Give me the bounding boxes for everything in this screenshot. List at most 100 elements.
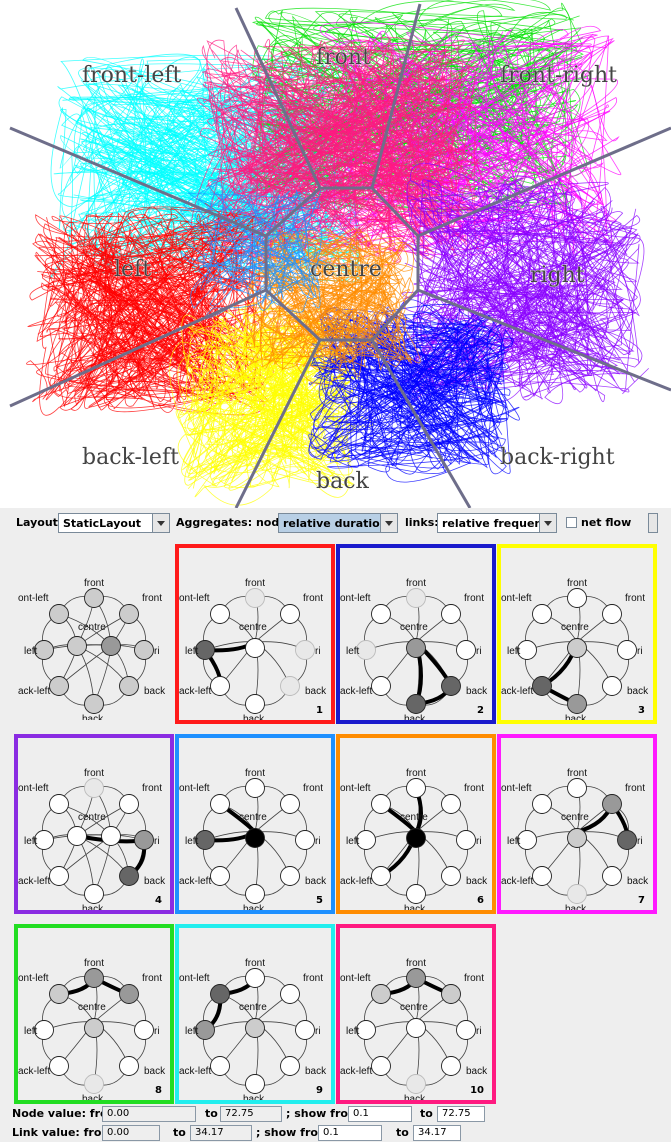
graph-label-back-left: ack-left [340, 1066, 372, 1077]
trajectory-path [308, 314, 508, 460]
link-value-to-field: 34.17 [190, 1125, 252, 1141]
graph-label-back-left: ack-left [18, 1066, 50, 1077]
cluster-panel[interactable]: front ont-left front left ri centre ack-left ba… [14, 544, 174, 724]
graph-node [532, 676, 552, 696]
graph-label-back-right: back [144, 876, 166, 887]
nodes-aggregate-dropdown[interactable]: relative duration [278, 513, 398, 533]
sector-label-right: right [530, 263, 585, 288]
trajectory-path [186, 325, 357, 422]
trajectory-path [62, 225, 231, 401]
trajectory-path [188, 190, 319, 299]
links-aggregate-dropdown[interactable]: relative frequency [437, 513, 557, 533]
chevron-down-icon[interactable] [152, 514, 169, 532]
graph-label-front: front [245, 768, 265, 779]
graph-label-front-right: front [464, 593, 484, 604]
graph-label-back: back [404, 1094, 426, 1100]
chevron-down-icon[interactable] [380, 514, 397, 532]
graph-label-back: back [243, 714, 265, 720]
graph-label-front-right: front [142, 973, 162, 984]
trajectory-path [210, 50, 481, 260]
cluster-panel[interactable]: front ont-left front left ri centre ack-left ba… [175, 734, 335, 914]
graph-node [134, 1020, 154, 1040]
node-value-to-field: 72.75 [220, 1106, 282, 1122]
net-flow-checkbox[interactable] [566, 517, 577, 528]
graph-node [532, 604, 552, 624]
graph-label-left: left [507, 646, 521, 657]
graph-node-centre [67, 826, 87, 846]
cluster-panel[interactable]: front ont-left front left ri centre ack-left ba… [497, 734, 657, 914]
graph-node [295, 830, 315, 850]
cluster-panel[interactable]: front ont-left front left ri centre ack-left ba… [14, 734, 174, 914]
cluster-panel[interactable]: front ont-left front left ri centre ack-left ba… [336, 544, 496, 724]
graph-label-back-left: ack-left [18, 876, 50, 887]
graph-node [441, 984, 461, 1004]
panel-number: 5 [316, 895, 323, 906]
panel-number: 10 [470, 1085, 484, 1096]
graph-label-centre: centre [78, 812, 106, 823]
graph-label-left: left [185, 836, 199, 847]
trajectory-path [261, 39, 551, 197]
graph-node [602, 794, 622, 814]
graph-label-front-left: ont-left [18, 973, 49, 984]
graph-node [617, 830, 637, 850]
link-show-to-input[interactable]: 34.17 [413, 1125, 461, 1141]
graph-label-front-left: ont-left [340, 973, 371, 984]
transition-graph: front ont-left front left ri centre ack-left ba… [18, 578, 166, 720]
cluster-panel[interactable]: front ont-left front left ri centre ack-left ba… [175, 924, 335, 1104]
graph-node-centre [567, 638, 587, 658]
layout-dropdown[interactable]: StaticLayout [58, 513, 170, 533]
trajectory-path [251, 230, 405, 362]
graph-node [134, 640, 154, 660]
net-flow-label: net flow [581, 516, 632, 529]
links-label: links: [405, 516, 439, 529]
link-value-from-field: 0.00 [102, 1125, 160, 1141]
graph-label-front-right: front [303, 593, 323, 604]
graph-label-back-right: back [144, 686, 166, 697]
cluster-panel[interactable]: front ont-left front left ri centre ack-left ba… [336, 924, 496, 1104]
graph-label-left: left [346, 646, 360, 657]
graph-node [371, 866, 391, 886]
graph-label-right: ri [476, 1026, 482, 1037]
graph-label-front: front [567, 768, 587, 779]
link-show-from-input[interactable]: 0.1 [318, 1125, 382, 1141]
sector-divider [9, 288, 267, 408]
cluster-panel[interactable]: front ont-left front left ri centre ack-left ba… [14, 924, 174, 1104]
graph-label-front-right: front [303, 783, 323, 794]
graph-label-front: front [245, 578, 265, 589]
sector-divider [417, 126, 671, 238]
node-show-from-input[interactable]: 0.1 [348, 1106, 412, 1122]
graph-node [245, 694, 265, 714]
graph-node [441, 866, 461, 886]
graph-node [34, 640, 54, 660]
overflow-button[interactable] [648, 513, 658, 533]
graph-label-front-right: front [625, 593, 645, 604]
graph-label-back-right: back [466, 876, 488, 887]
chevron-down-icon[interactable] [539, 514, 556, 532]
graph-node [195, 640, 215, 660]
graph-node [356, 1020, 376, 1040]
graph-label-back-right: back [627, 876, 649, 887]
trajectory-path [244, 243, 414, 372]
graph-label-front-left: ont-left [179, 973, 210, 984]
graph-label-left: left [24, 646, 38, 657]
graph-node [371, 1056, 391, 1076]
graph-node-centre [245, 828, 265, 848]
graph-node [245, 884, 265, 904]
graph-node [280, 794, 300, 814]
node-show-to-input[interactable]: 72.75 [437, 1106, 485, 1122]
graph-node [456, 1020, 476, 1040]
cluster-panel[interactable]: front ont-left front left ri centre ack-left ba… [175, 544, 335, 724]
graph-label-back-left: ack-left [501, 876, 533, 887]
trajectory-path [321, 70, 613, 250]
graph-node [280, 604, 300, 624]
trajectory-path [257, 233, 421, 371]
cluster-panel[interactable]: front ont-left front left ri centre ack-left ba… [336, 734, 496, 914]
graph-node [602, 866, 622, 886]
transition-graph: front ont-left front left ri centre ack-left ba… [501, 578, 649, 720]
graph-label-front-right: front [464, 973, 484, 984]
graph-label-back: back [82, 1094, 104, 1100]
sector-divider [370, 3, 422, 189]
cluster-panel[interactable]: front ont-left front left ri centre ack-left ba… [497, 544, 657, 724]
panel-number: 6 [477, 895, 484, 906]
transition-graph: front ont-left front left ri centre ack-left ba… [179, 578, 327, 720]
